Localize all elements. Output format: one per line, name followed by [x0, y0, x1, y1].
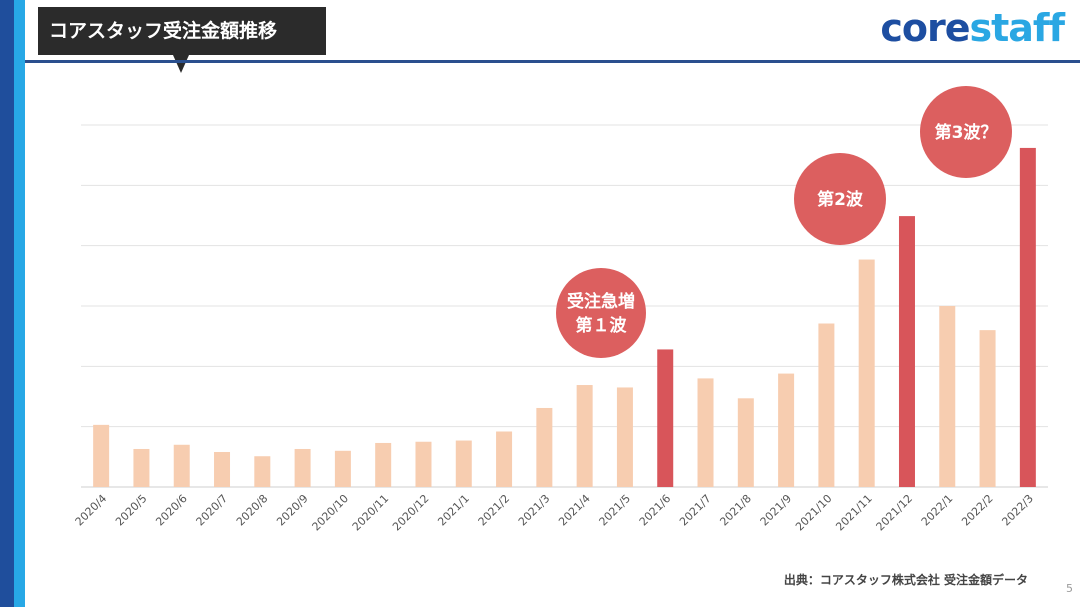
annotation-text: 第１波 [576, 315, 628, 336]
x-tick-label: 2020/4 [73, 492, 110, 529]
x-tick-label: 2022/1 [919, 492, 956, 529]
x-tick-label: 2021/7 [677, 492, 714, 529]
x-tick-label: 2021/11 [833, 492, 875, 534]
x-tick-label: 2021/5 [596, 492, 633, 529]
bar-2020-12 [415, 441, 432, 487]
annotation-circle [556, 268, 646, 358]
bar-2022-2 [979, 330, 996, 487]
annotation-bubble: 第2波 [794, 153, 886, 245]
page-number: 5 [1066, 582, 1073, 595]
bar-2022-3 [1019, 147, 1036, 487]
bar-2021-1 [455, 440, 472, 487]
x-tick-label: 2021/9 [758, 492, 795, 529]
x-tick-label: 2021/8 [717, 492, 754, 529]
logo-staff-text: staff [969, 6, 1065, 50]
x-tick-label: 2020/12 [390, 492, 432, 534]
annotation-text: 第2波 [817, 189, 864, 210]
bar-2020-7 [214, 452, 231, 487]
bar-2021-5 [616, 387, 633, 487]
bar-2020-11 [375, 442, 392, 487]
page-title: コアスタッフ受注金額推移 [38, 7, 326, 55]
left-accent-bar-dark [0, 0, 14, 607]
bar-2021-10 [818, 323, 835, 487]
x-tick-label: 2021/4 [556, 492, 593, 529]
bar-2020-10 [334, 450, 351, 487]
source-note: 出典：コアスタッフ株式会社 受注金額データ [783, 573, 1028, 587]
x-tick-label: 2021/6 [637, 492, 674, 529]
logo-core-text: core [880, 6, 970, 50]
bar-2021-4 [576, 385, 593, 487]
annotation-text: 第3波？ [935, 122, 998, 143]
bar-2021-11 [858, 259, 875, 487]
x-tick-label: 2022/3 [999, 492, 1036, 529]
annotation-circle [794, 153, 886, 245]
bar-2022-1 [939, 306, 956, 487]
bar-2021-8 [737, 398, 754, 487]
bar-2020-6 [173, 444, 190, 487]
x-tick-label: 2020/8 [234, 492, 271, 529]
annotation-bubble: 第3波？ [920, 86, 1012, 178]
bar-2021-3 [536, 407, 553, 487]
x-tick-label: 2021/10 [793, 492, 835, 534]
x-tick-label: 2020/11 [350, 492, 392, 534]
corestaff-logo: corestaff [880, 6, 1065, 50]
annotation-text: 受注急増 [567, 291, 635, 312]
x-tick-label: 2020/6 [153, 492, 190, 529]
x-tick-label: 2021/12 [874, 492, 916, 534]
bar-2020-4 [93, 424, 110, 487]
chart-x-tick-labels: 2020/4 2020/5 2020/6 2020/7 2020/8 2020/92020… [73, 492, 1036, 534]
title-pointer [173, 55, 189, 73]
bar-2021-6 [657, 349, 674, 487]
x-tick-label: 2021/2 [476, 492, 513, 529]
x-tick-label: 2021/3 [516, 492, 553, 529]
x-tick-label: 2020/10 [310, 492, 352, 534]
bar-2021-7 [697, 378, 714, 487]
header-rule [25, 60, 1080, 63]
annotation-circle [920, 86, 1012, 178]
x-tick-label: 2022/2 [959, 492, 996, 529]
bar-2020-5 [133, 448, 150, 487]
bar-2021-2 [496, 431, 513, 487]
left-accent-bar-light [14, 0, 25, 607]
x-tick-label: 2020/5 [113, 492, 150, 529]
bar-2021-9 [778, 373, 795, 487]
bar-2021-12 [898, 216, 915, 487]
chart-bars [93, 147, 1036, 487]
bar-2020-8 [254, 456, 271, 487]
x-tick-label: 2020/9 [274, 492, 311, 529]
x-tick-label: 2020/7 [194, 492, 231, 529]
x-tick-label: 2021/1 [435, 492, 472, 529]
bar-2020-9 [294, 448, 311, 487]
